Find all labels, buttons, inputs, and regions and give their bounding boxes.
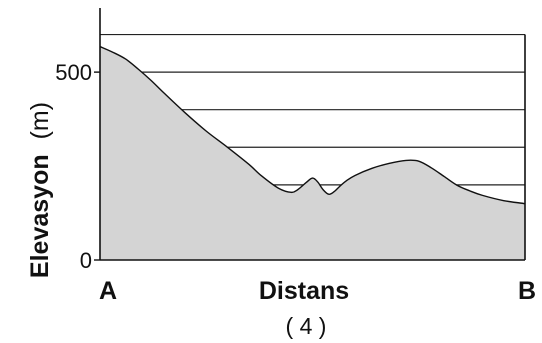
y-tick-label: 500: [55, 60, 92, 85]
y-tick-label: 0: [80, 248, 92, 273]
x-axis-title: Distans: [259, 277, 349, 305]
elevation-area: [99, 45, 526, 260]
x-start-label: A: [99, 277, 117, 305]
y-axis-title-unit: (m): [26, 102, 54, 139]
x-end-label: B: [518, 277, 536, 305]
axes: [99, 8, 526, 261]
y-tick-labels: 500 0: [55, 60, 100, 273]
elevation-fill: [100, 46, 525, 260]
y-axis-title-text: Elevasyon: [26, 154, 54, 278]
y-axis-title: Elevasyon (m): [26, 102, 54, 278]
figure-caption: ( 4 ): [286, 313, 327, 339]
elevation-line: [99, 45, 526, 205]
